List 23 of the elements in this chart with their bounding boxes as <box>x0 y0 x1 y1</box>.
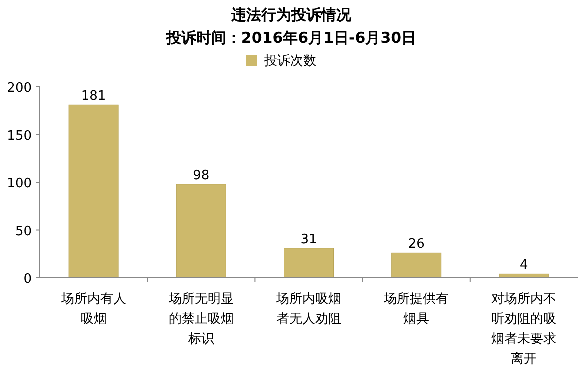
y-tick-label: 100 <box>7 176 32 192</box>
data-label: 4 <box>520 258 528 274</box>
y-tick-label: 200 <box>7 81 32 96</box>
x-tick-label: 场所无明显的禁止吸烟标识 <box>168 292 234 347</box>
y-tick-label: 150 <box>7 128 32 144</box>
bar <box>284 248 334 278</box>
x-tick-label: 对场所内不听劝阻的吸烟者未要求离开 <box>492 292 557 367</box>
y-tick-label: 50 <box>15 224 32 240</box>
y-tick-label: 0 <box>24 272 32 287</box>
data-label: 31 <box>300 232 318 248</box>
bar <box>176 184 226 278</box>
legend-label: 投诉次数 <box>264 54 316 69</box>
data-label: 98 <box>193 168 210 184</box>
x-tick-label: 场所提供有烟具 <box>383 292 450 327</box>
x-tick-label: 场所内吸烟者无人劝阻 <box>276 292 342 327</box>
legend: 投诉次数 <box>246 54 316 69</box>
data-label: 181 <box>81 89 106 104</box>
bar <box>68 104 119 278</box>
data-label: 26 <box>408 237 425 252</box>
chart-title: 违法行为投诉情况 <box>230 6 352 24</box>
x-tick-label: 场所内有人吸烟 <box>60 292 126 327</box>
bar <box>392 252 442 278</box>
chart-subtitle: 投诉时间：2016年6月1日-6月30日 <box>165 29 417 47</box>
